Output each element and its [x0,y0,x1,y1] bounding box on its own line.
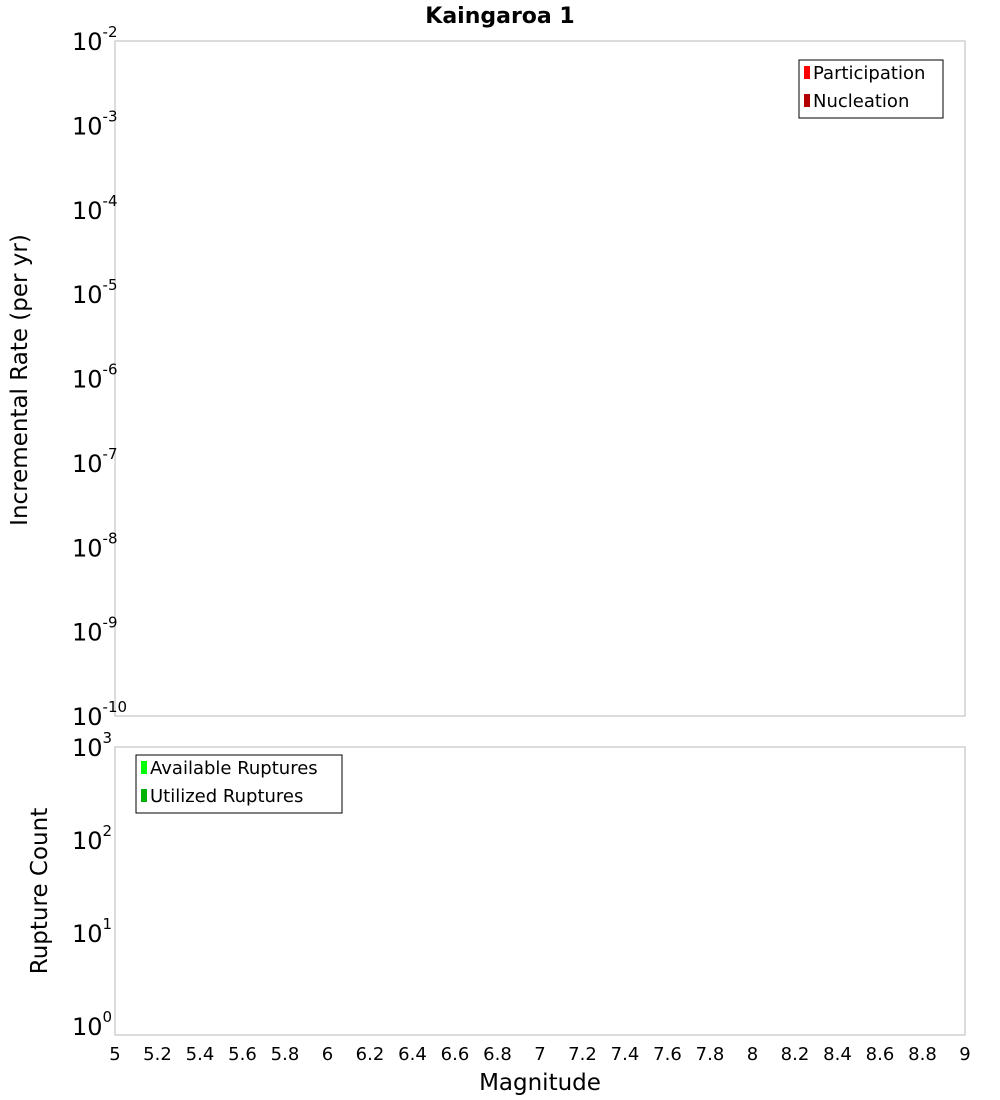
x-tick-label: 8 [747,1044,758,1065]
legend-label: Utilized Ruptures [150,786,303,807]
legend-swatch [141,789,147,802]
bottom-y-axis-title: Rupture Count [27,808,53,974]
y-tick-label: 103 [72,729,112,762]
x-tick-label: 5 [109,1044,120,1065]
x-tick-label: 9 [959,1044,970,1065]
x-tick-label: 6.2 [356,1044,385,1065]
y-tick-label: 10-9 [72,614,118,647]
legend-box [798,59,944,119]
x-tick-label: 7.6 [653,1044,682,1065]
x-tick-label: 5.2 [143,1044,172,1065]
legend-label: Nucleation [813,91,909,112]
legend-swatch [804,66,810,79]
legend-box [135,754,343,814]
x-tick-label: 5.8 [271,1044,300,1065]
y-tick-label: 10-7 [72,445,118,478]
x-tick-label: 5.4 [186,1044,215,1065]
x-tick-label: 6.8 [483,1044,512,1065]
y-tick-label: 101 [72,915,112,948]
bottom-count-panel: 100 101 102 103 5 5.2 5.4 5.6 5.8 6 6.2 6.4 6.6 6.8 7 7… [72,729,971,1065]
x-tick-label: 6.4 [398,1044,427,1065]
x-axis-title: Magnitude [479,1070,601,1096]
x-tick-label: 8.6 [866,1044,895,1065]
legend-label: Available Ruptures [150,758,318,779]
y-tick-label: 10-5 [72,276,118,309]
x-tick-label: 8.8 [908,1044,937,1065]
y-tick-label: 100 [72,1008,112,1041]
y-tick-label: 10-4 [72,192,118,225]
y-tick-label: 10-2 [72,23,118,56]
x-tick-label: 5.6 [228,1044,257,1065]
top-y-axis-title: Incremental Rate (per yr) [7,234,33,526]
x-tick-label: 7.4 [611,1044,640,1065]
legend-swatch [141,761,147,774]
top-rate-panel: 10-10 10-9 10-8 10-7 10-6 10-5 10-4 10-3 10-2 Par… [72,23,966,731]
x-tick-label: 6.6 [441,1044,470,1065]
x-tick-label: 6 [322,1044,333,1065]
y-tick-label: 10-8 [72,529,118,562]
plot-border [114,40,966,717]
y-tick-label: 10-10 [72,698,127,731]
y-tick-label: 10-3 [72,107,118,140]
x-tick-label: 7 [534,1044,545,1065]
x-tick-label: 7.2 [568,1044,597,1065]
y-tick-label: 10-6 [72,361,118,394]
legend-swatch [804,94,810,107]
x-tick-label: 8.4 [823,1044,852,1065]
x-tick-label: 8.2 [781,1044,810,1065]
chart-title: Kaingaroa 1 [425,4,574,29]
x-tick-label: 7.8 [696,1044,725,1065]
legend-label: Participation [813,63,925,84]
y-tick-label: 102 [72,822,112,855]
